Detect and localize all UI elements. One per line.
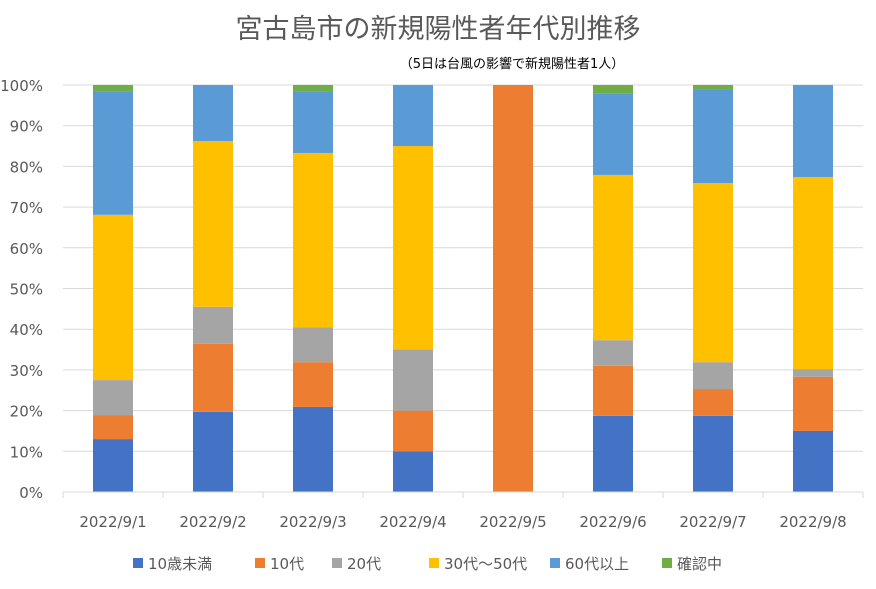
legend-label: 10歳未満 [148,555,212,573]
y-tick-label: 0% [19,484,43,502]
legend-label: 確認中 [677,555,722,573]
bar-segment [793,85,833,177]
bar-segment [93,85,133,92]
y-tick-label: 20% [10,403,43,421]
bar-segment [93,439,133,492]
bar-segment [593,174,633,341]
x-tick-label: 2022/9/8 [779,513,846,531]
bar-segment [593,365,633,416]
x-axis: 2022/9/1 2022/9/2 2022/9/3 2022/9/4 2022/9/5… [62,491,864,531]
x-tick-label: 2022/9/3 [279,513,346,531]
bar-segment [693,85,733,90]
bar-segment [593,340,633,366]
x-tick-label: 2022/9/7 [679,513,746,531]
bar-segment [693,89,733,184]
bar-segment [293,362,333,407]
y-tick-label: 80% [10,158,43,176]
bar-segment [93,380,133,416]
bar-segment [693,362,733,390]
bar-segment [293,327,333,363]
bar-segment [393,410,433,452]
legend-label: 60代以上 [565,555,629,573]
legend-label: 10代 [270,555,304,573]
legend-swatch [662,558,672,568]
bar-segment [693,183,733,363]
x-tick-label: 2022/9/5 [479,513,546,531]
chart-title: 宮古島市の新規陽性者年代別推移 [236,14,641,45]
y-tick-label: 60% [10,240,43,258]
y-tick-label: 70% [10,199,43,217]
bar-segment [393,451,433,492]
bar-segment [193,141,233,307]
bar-segment [593,93,633,175]
bar-segment [793,376,833,431]
bar-segment [93,214,133,381]
bar-segment [293,91,333,153]
bar-segment [393,146,433,350]
bar-segment [693,415,733,492]
bar-segment [393,349,433,411]
bars [93,85,833,492]
legend-swatch [429,558,439,568]
y-tick-label: 30% [10,362,43,380]
bar-segment [393,85,433,147]
bar-segment [793,176,833,370]
legend-swatch [133,558,143,568]
bar-segment [93,415,133,440]
gridlines [63,84,863,452]
bar-segment [293,406,333,492]
legend-label: 30代～50代 [444,555,527,573]
bar-segment [793,369,833,377]
legend-swatch [550,558,560,568]
bar-segment [593,415,633,492]
y-tick-label: 10% [10,443,43,461]
legend-swatch [255,558,265,568]
bar-segment [593,85,633,94]
x-tick-label: 2022/9/2 [179,513,246,531]
legend: 10歳未満 10代 20代 30代～50代 60代以上 確認中 [133,555,722,573]
bar-segment [193,411,233,492]
bar-segment [293,85,333,92]
y-tick-label: 40% [10,321,43,339]
bar-segment [193,85,233,142]
bar-segment [293,152,333,328]
bar-segment [793,430,833,492]
x-tick-label: 2022/9/4 [379,513,446,531]
bar-segment [693,389,733,416]
y-tick-label: 50% [10,281,43,299]
bar-segment [193,343,233,412]
y-axis-ticks: 0% 10% 20% 30% 40% 50% 60% 70% 80% 90% 100% [0,77,43,502]
y-tick-label: 100% [0,77,43,95]
x-tick-label: 2022/9/6 [579,513,646,531]
legend-swatch [332,558,342,568]
bar-segment [493,85,533,492]
y-tick-label: 90% [10,118,43,136]
legend-label: 20代 [347,555,381,573]
x-tick-label: 2022/9/1 [79,513,146,531]
bar-segment [93,91,133,215]
chart-subtitle: （5日は台風の影響で新規陽性者1人） [400,56,625,72]
bar-segment [193,306,233,344]
